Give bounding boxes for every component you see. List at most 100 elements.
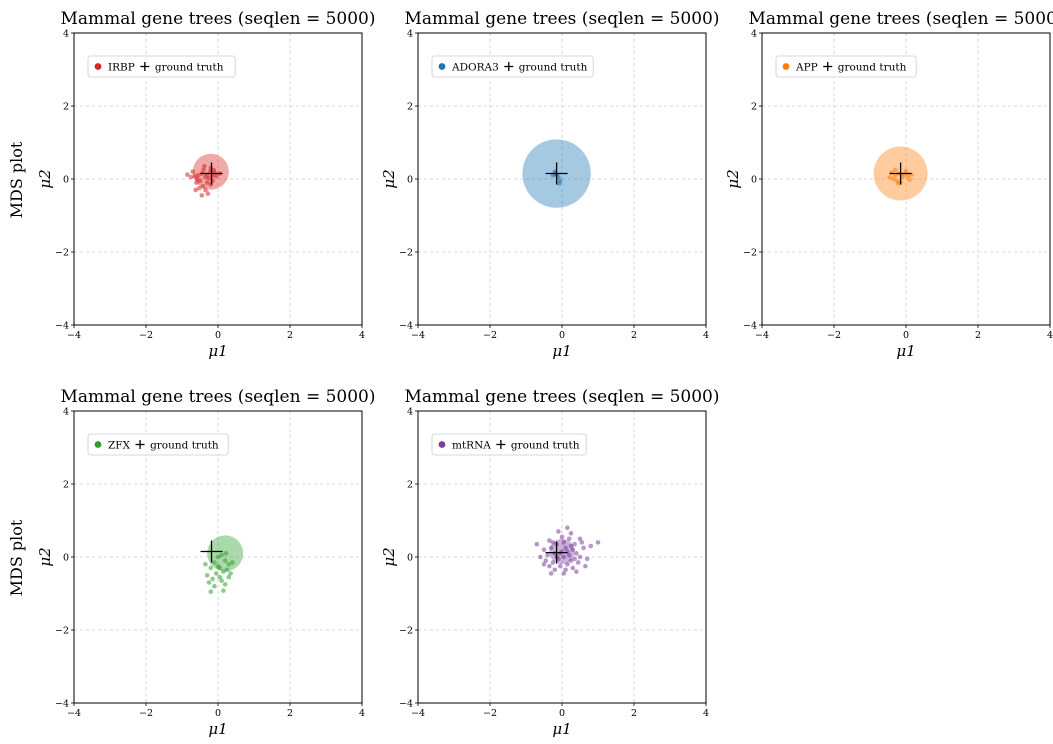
legend-marker-gene: [438, 441, 446, 448]
chart-title: Mammal gene trees (seqlen = 5000): [60, 9, 375, 29]
x-axis-label: μ1: [208, 342, 227, 360]
data-point: [891, 176, 896, 182]
x-tick-label: −2: [483, 330, 497, 341]
x-tick-label: 2: [631, 708, 637, 719]
data-point: [895, 181, 901, 186]
data-point: [208, 589, 214, 594]
x-tick-label: −2: [139, 708, 153, 719]
chart-panel-2: Mammal gene trees (seqlen = 5000) −4 −2 0 2 4…: [380, 9, 720, 360]
legend-marker-gene: [94, 441, 102, 448]
data-point: [887, 174, 893, 180]
x-tick-label: 2: [631, 330, 637, 341]
data-point: [548, 545, 554, 551]
row-label-top: MDS plot: [7, 141, 26, 218]
x-tick-label: −2: [483, 708, 497, 719]
data-point: [561, 554, 567, 560]
data-point: [213, 173, 219, 179]
data-point: [222, 582, 228, 587]
data-point: [588, 543, 594, 549]
data-point: [228, 571, 233, 576]
data-point: [903, 168, 909, 174]
data-point: [203, 562, 208, 567]
x-tick-label: −2: [827, 330, 841, 341]
data-point: [534, 541, 540, 547]
y-tick-label: −4: [743, 321, 757, 332]
legend-marker-gene: [438, 63, 446, 70]
data-point: [538, 554, 543, 560]
y-tick-label: −4: [399, 321, 413, 332]
x-tick-label: −4: [755, 330, 769, 341]
data-point: [892, 167, 898, 173]
data-point: [550, 173, 556, 178]
data-point: [223, 551, 229, 556]
data-point: [226, 562, 232, 567]
data-point: [572, 541, 577, 547]
data-point: [563, 545, 568, 551]
legend-box: [87, 55, 236, 78]
data-point: [221, 569, 226, 574]
x-tick-label: 0: [903, 330, 909, 341]
legend-label-gene: APP: [795, 62, 818, 74]
x-tick-label: 0: [215, 708, 221, 719]
y-tick-label: 0: [407, 553, 413, 564]
x-tick-label: −4: [411, 708, 425, 719]
x-tick-label: 2: [287, 330, 293, 341]
x-axis-label: μ1: [552, 720, 571, 738]
x-tick-label: 0: [559, 330, 565, 341]
chart-title: Mammal gene trees (seqlen = 5000): [404, 387, 719, 407]
data-point: [561, 540, 567, 545]
data-point: [579, 540, 585, 545]
x-tick-label: 2: [287, 708, 293, 719]
y-tick-label: 4: [407, 407, 413, 418]
data-point: [224, 567, 230, 573]
data-point: [577, 554, 583, 560]
plot-frame: [417, 32, 707, 326]
chart-panel-3: Mammal gene trees (seqlen = 5000) −4 −2 0 2 4…: [724, 9, 1053, 360]
y-tick-label: −2: [743, 248, 757, 259]
y-tick-label: −4: [399, 699, 413, 710]
data-point: [210, 576, 215, 582]
y-tick-label: 4: [63, 29, 69, 40]
legend-box: [87, 433, 229, 456]
data-point: [196, 185, 202, 191]
data-point: [575, 560, 581, 565]
data-point: [559, 534, 565, 540]
legend-label-truth: ground truth: [155, 62, 224, 74]
y-tick-label: 0: [407, 175, 413, 186]
data-point: [203, 174, 208, 180]
data-point: [545, 552, 550, 558]
data-point: [217, 574, 223, 580]
data-point: [566, 552, 572, 558]
data-point: [550, 540, 556, 545]
x-tick-label: 4: [703, 708, 709, 719]
data-point: [230, 560, 235, 565]
data-point: [547, 563, 552, 569]
chart-panel-5: Mammal gene trees (seqlen = 5000) −4 −2 0 2 4…: [380, 387, 720, 738]
y-tick-label: 2: [407, 480, 413, 491]
legend-label-gene: IRBP: [108, 62, 135, 74]
y-axis-label: μ2: [36, 169, 54, 188]
data-point: [212, 560, 217, 565]
legend-box: [775, 55, 917, 78]
data-point: [221, 588, 226, 593]
x-tick-label: −2: [139, 330, 153, 341]
data-point: [552, 567, 558, 573]
data-point: [563, 567, 568, 573]
data-point: [194, 180, 199, 185]
data-point: [201, 167, 206, 173]
legend-marker-gene: [94, 63, 102, 70]
data-point: [541, 562, 547, 567]
data-point: [541, 547, 547, 552]
legend-label-truth: ground truth: [511, 440, 580, 452]
data-point: [547, 538, 552, 543]
legend-label-truth: ground truth: [838, 62, 907, 74]
x-axis-label: μ1: [208, 720, 227, 738]
chart-panel-4: Mammal gene trees (seqlen = 5000) −4 −2 0 2 4…: [36, 387, 376, 738]
y-tick-label: −4: [55, 321, 69, 332]
data-point: [219, 578, 224, 584]
y-tick-label: −2: [399, 248, 413, 259]
data-point: [572, 556, 577, 562]
legend-box: [431, 433, 587, 456]
x-tick-label: 4: [1047, 330, 1053, 341]
y-tick-label: 4: [751, 29, 757, 40]
